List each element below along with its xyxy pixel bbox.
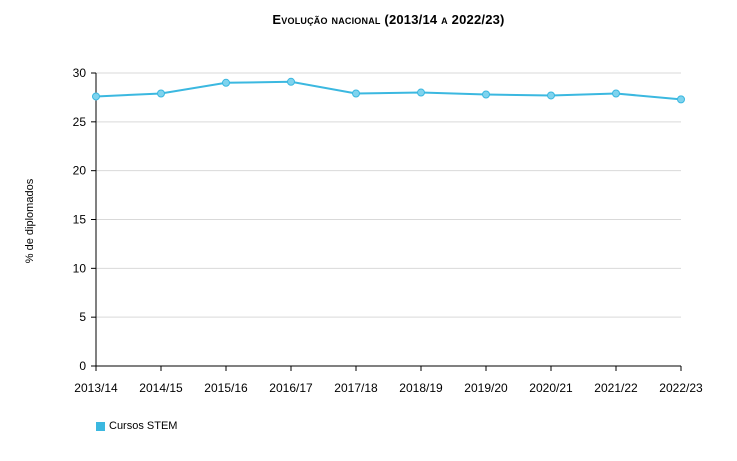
y-tick-label: 25 [73,115,87,129]
y-tick-label: 0 [79,359,86,373]
data-point [417,88,425,97]
legend-swatch [96,421,105,431]
y-tick-label: 10 [73,261,87,275]
data-point [612,89,620,98]
data-point [287,77,295,86]
y-tick-label: 30 [73,66,87,80]
legend: Cursos STEM [96,420,177,432]
data-point [482,90,490,99]
data-point [677,95,685,104]
y-tick-label: 15 [73,213,87,227]
x-tick-label: 2022/23 [659,381,703,395]
data-point [547,91,555,100]
x-tick-label: 2021/22 [594,381,638,395]
x-tick-label: 2015/16 [204,381,248,395]
y-tick-label: 20 [73,164,87,178]
data-point [92,92,100,101]
x-tick-label: 2014/15 [139,381,183,395]
x-tick-label: 2020/21 [529,381,573,395]
x-tick-label: 2013/14 [74,381,118,395]
y-tick-label: 5 [79,310,86,324]
x-tick-label: 2017/18 [334,381,378,395]
data-point [157,89,165,98]
x-tick-label: 2019/20 [464,381,508,395]
data-point [222,78,230,87]
series-line-cursos-stem [95,80,682,101]
x-tick-label: 2016/17 [269,381,313,395]
legend-label: Cursos STEM [109,420,178,432]
x-tick-label: 2018/19 [399,381,443,395]
chart-title: Evolução nacional (2013/14 a 2022/23) [272,12,505,27]
data-point [352,89,360,98]
